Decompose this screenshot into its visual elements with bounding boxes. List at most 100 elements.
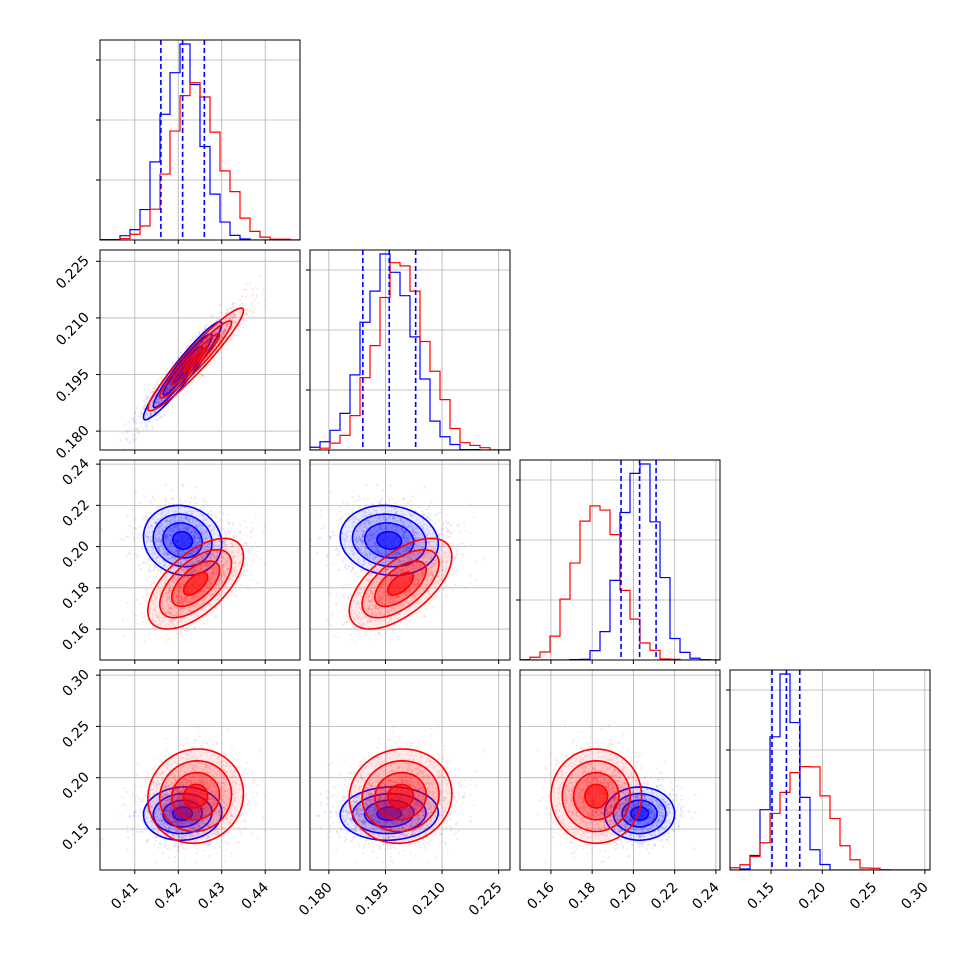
- point-red-1-0-1290: [243, 289, 245, 291]
- point-red-2-0-1620: [255, 516, 257, 518]
- point-blue-1-0-2410: [145, 394, 147, 396]
- point-blue-2-0-1868: [137, 537, 139, 539]
- point-blue-2-0-804: [150, 583, 152, 585]
- point-red-1-0-1188: [151, 428, 153, 430]
- point-red-1-0-1736: [151, 391, 153, 393]
- point-blue-2-0-1488: [200, 507, 202, 509]
- point-red-1-0-1748: [126, 423, 128, 425]
- point-red-2-0-992: [233, 524, 235, 526]
- point-blue-1-0-1888: [129, 442, 131, 444]
- point-red-1-0-1998: [244, 313, 246, 315]
- point-red-2-0-1064: [152, 627, 154, 629]
- point-red-1-0-1252: [136, 419, 138, 421]
- point-red-1-0-2544: [171, 361, 173, 363]
- point-red-2-0-1542: [251, 547, 253, 549]
- point-red-2-0-578: [234, 593, 236, 595]
- point-red-2-0-274: [245, 535, 247, 537]
- point-blue-2-0-268: [125, 537, 127, 539]
- point-red-2-0-1806: [256, 545, 258, 547]
- point-red-2-0-666: [138, 623, 140, 625]
- point-blue-1-0-912: [143, 428, 145, 430]
- point-red-2-0-1310: [156, 574, 158, 576]
- point-blue-2-0-1082: [202, 500, 204, 502]
- point-red-1-0-1366: [264, 305, 266, 307]
- point-red-2-0-1748: [126, 602, 128, 604]
- point-red-2-0-592: [240, 538, 242, 540]
- point-red-2-0-1934: [149, 632, 151, 634]
- point-blue-2-0-1968: [171, 498, 173, 500]
- point-red-1-0-474: [261, 293, 263, 295]
- point-red-1-0-1090: [185, 391, 187, 393]
- panel-0-0: [96, 40, 300, 244]
- point-blue-1-0-2516: [157, 418, 159, 420]
- panel-0-0-plot: [100, 40, 300, 240]
- point-blue-1-0-1242: [170, 365, 172, 367]
- point-red-2-0-984: [154, 629, 156, 631]
- panel-2-0: 0.160.180.200.220.24: [59, 456, 300, 672]
- point-red-2-0-706: [157, 569, 159, 571]
- point-red-2-0-1772: [215, 615, 217, 617]
- point-red-1-0-1630: [153, 387, 155, 389]
- point-red-1-0-494: [134, 421, 136, 423]
- point-red-2-0-532: [134, 615, 136, 617]
- point-red-1-0-2394: [252, 311, 254, 313]
- point-blue-2-0-2052: [232, 522, 234, 524]
- point-blue-2-0-2542: [160, 571, 162, 573]
- point-red-1-0-1930: [170, 405, 172, 407]
- point-red-2-0-1722: [215, 607, 217, 609]
- point-blue-1-0-2402: [133, 434, 135, 436]
- point-red-1-0-194: [249, 310, 251, 312]
- point-red-1-0-1620: [255, 285, 257, 287]
- point-red-2-0-1168: [168, 638, 170, 640]
- point-blue-2-0-2066: [202, 508, 204, 510]
- point-blue-1-0-1864: [148, 420, 150, 422]
- point-red-1-0-16: [242, 326, 244, 328]
- point-blue-1-0-2490: [226, 309, 228, 311]
- point-blue-1-0-1934: [152, 426, 154, 428]
- point-red-2-0-154: [249, 536, 251, 538]
- point-blue-1-0-268: [125, 438, 127, 440]
- point-blue-2-0-1528: [153, 499, 155, 501]
- point-red-2-0-1704: [153, 581, 155, 583]
- point-red-1-0-628: [190, 339, 192, 341]
- point-blue-2-0-540: [155, 576, 157, 578]
- point-blue-2-0-2372: [171, 489, 173, 491]
- point-blue-2-0-2146: [219, 506, 221, 508]
- point-red-1-0-964: [131, 427, 133, 429]
- point-red-2-0-1114: [247, 562, 249, 564]
- point-blue-1-0-2034: [206, 324, 208, 326]
- point-blue-1-0-2296: [125, 431, 127, 433]
- point-red-2-0-1020: [184, 630, 186, 632]
- point-blue-2-0-1752: [133, 539, 135, 541]
- point-red-2-0-1576: [245, 560, 247, 562]
- point-blue-1-0-2428: [167, 405, 169, 407]
- point-blue-1-0-1286: [119, 439, 121, 441]
- point-blue-1-0-1102: [132, 438, 134, 440]
- point-red-2-0-1560: [205, 615, 207, 617]
- point-blue-2-0-2132: [180, 498, 182, 500]
- point-blue-2-0-830: [128, 525, 130, 527]
- point-blue-1-0-1964: [177, 356, 179, 358]
- point-red-1-0-1820: [252, 300, 254, 302]
- point-red-1-0-90: [214, 357, 216, 359]
- point-blue-2-0-2144: [165, 484, 167, 486]
- point-blue-2-0-976: [194, 495, 196, 497]
- point-red-2-0-1608: [254, 542, 256, 544]
- point-blue-2-0-1484: [182, 502, 184, 504]
- point-red-2-0-234: [256, 556, 258, 558]
- point-red-1-0-398: [208, 364, 210, 366]
- point-blue-2-0-2344: [133, 553, 135, 555]
- point-blue-2-0-2442: [184, 500, 186, 502]
- point-red-1-0-2526: [159, 377, 161, 379]
- point-red-2-0-1876: [246, 544, 248, 546]
- point-blue-2-0-2560: [211, 514, 213, 516]
- point-blue-2-0-1168: [194, 505, 196, 507]
- point-red-1-0-152: [175, 399, 177, 401]
- point-blue-2-0-2260: [223, 530, 225, 532]
- point-blue-2-0-1100: [137, 533, 139, 535]
- point-red-1-0-332: [132, 420, 134, 422]
- point-red-2-0-1906: [235, 595, 237, 597]
- point-blue-2-0-2296: [125, 555, 127, 557]
- point-blue-2-0-1398: [165, 497, 167, 499]
